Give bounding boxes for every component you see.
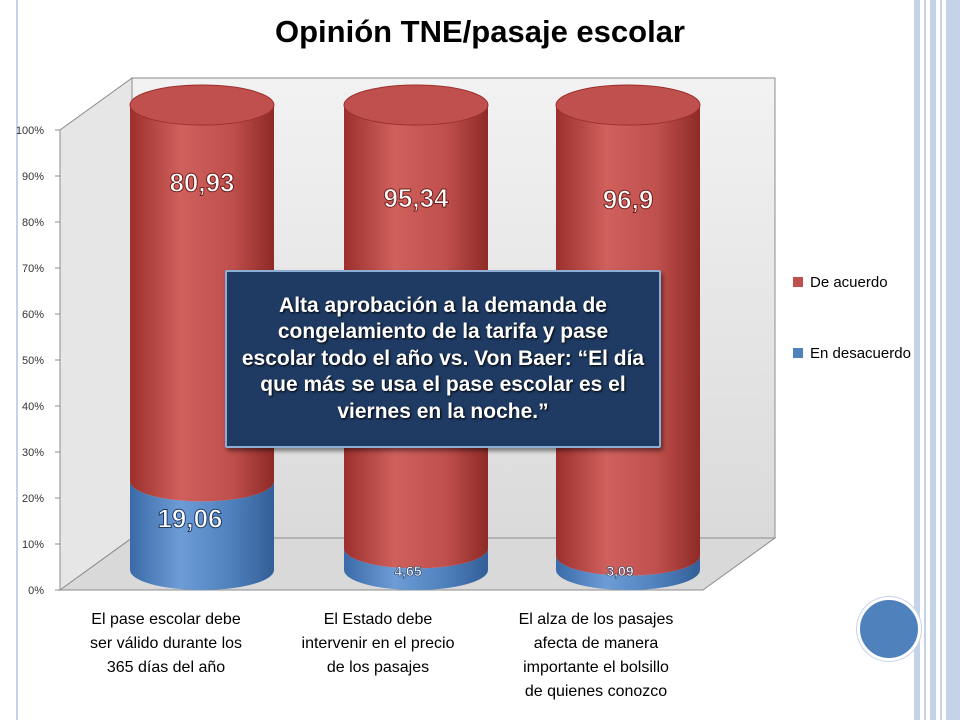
x-category-label-line: intervenir en el precio <box>302 635 455 652</box>
legend-label: En desacuerdo <box>810 345 911 362</box>
chart-side-wall <box>59 77 133 591</box>
bar-en-desacuerdo <box>556 555 700 590</box>
y-tick-label: 10% <box>22 539 44 551</box>
x-category-label: El alza de los pasajes afecta de manera im… <box>519 611 674 700</box>
x-category-label: El pase escolar debe ser válido durante l… <box>90 611 242 676</box>
legend-swatch <box>793 348 803 358</box>
y-tick-label: 60% <box>22 309 44 321</box>
y-tick-label: 20% <box>22 493 44 505</box>
bar-top-cap <box>555 84 701 126</box>
callout-box: Alta aprobación a la demanda de congelam… <box>225 270 661 448</box>
decorative-circle <box>857 597 921 661</box>
y-tick-label: 0% <box>28 585 44 597</box>
x-category-label-line: afecta de manera <box>534 635 659 652</box>
chart-title: Opinión TNE/pasaje escolar <box>274 14 685 49</box>
y-tick-label: 90% <box>22 171 44 183</box>
y-tick-label: 40% <box>22 401 44 413</box>
data-label-de-acuerdo: 95,34 <box>383 183 449 213</box>
data-label-en-desacuerdo: 3,09 <box>606 563 633 579</box>
callout-text: Alta aprobación a la demanda de congelam… <box>241 293 645 423</box>
bar-en-desacuerdo <box>130 481 274 590</box>
x-category-label-line: 365 días del año <box>107 659 225 676</box>
y-tick-label: 30% <box>22 447 44 459</box>
bar-top-cap <box>129 84 275 126</box>
x-category-label-line: de los pasajes <box>327 659 429 676</box>
data-label-en-desacuerdo: 19,06 <box>157 504 222 534</box>
data-label-en-desacuerdo: 4,65 <box>394 563 421 579</box>
data-label-de-acuerdo: 96,9 <box>603 185 654 215</box>
y-tick-label: 100% <box>16 125 44 137</box>
y-tick-label: 70% <box>22 263 44 275</box>
x-category-label-line: El pase escolar debe <box>91 611 241 628</box>
x-category-label: El Estado debe intervenir en el precio de … <box>302 611 455 676</box>
bar-en-desacuerdo <box>344 548 488 590</box>
slide-right-decoration <box>914 0 960 720</box>
y-tick-label: 80% <box>22 217 44 229</box>
x-category-label-line: importante el bolsillo <box>523 659 669 676</box>
x-category-label-line: El Estado debe <box>324 611 433 628</box>
x-category-label-line: El alza de los pasajes <box>519 611 674 628</box>
x-category-label-line: de quienes conozco <box>525 683 667 700</box>
y-tick-label: 50% <box>22 355 44 367</box>
legend-swatch <box>793 277 803 287</box>
legend-label: De acuerdo <box>810 274 888 291</box>
slide-left-border <box>16 0 18 720</box>
data-label-de-acuerdo: 80,93 <box>169 168 234 198</box>
x-category-label-line: ser válido durante los <box>90 635 242 652</box>
bar-top-cap <box>343 84 489 126</box>
